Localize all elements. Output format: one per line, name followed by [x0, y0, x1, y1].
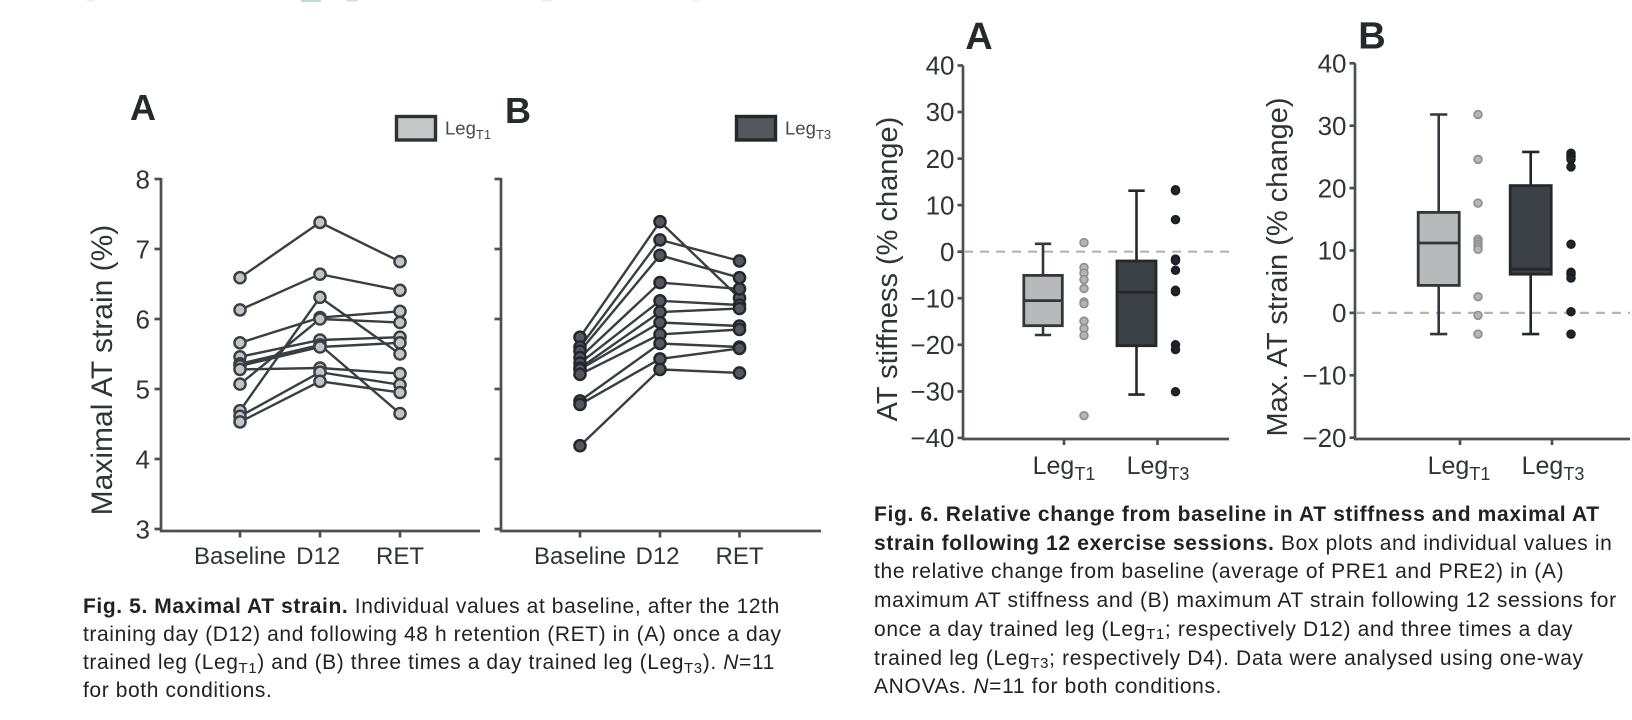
svg-text:20: 20 — [1318, 173, 1347, 203]
svg-text:AT stiffness (% change): AT stiffness (% change) — [872, 117, 904, 422]
svg-text:−20: −20 — [1302, 423, 1346, 453]
svg-text:0: 0 — [940, 237, 954, 267]
svg-text:−30: −30 — [910, 377, 954, 407]
svg-text:LegT1: LegT1 — [445, 118, 491, 143]
svg-text:10: 10 — [926, 190, 955, 220]
svg-text:D12: D12 — [635, 543, 679, 570]
svg-text:A: A — [965, 16, 992, 58]
svg-text:40: 40 — [1318, 49, 1347, 79]
svg-text:10: 10 — [1318, 236, 1347, 266]
svg-text:20: 20 — [926, 144, 955, 174]
svg-text:B: B — [505, 90, 531, 131]
svg-text:B: B — [1358, 16, 1385, 58]
svg-text:LegT3: LegT3 — [1127, 452, 1190, 484]
svg-text:RET: RET — [716, 543, 764, 570]
svg-text:4: 4 — [136, 444, 150, 474]
svg-text:5: 5 — [136, 374, 150, 404]
svg-text:LegT3: LegT3 — [785, 118, 831, 143]
svg-text:−20: −20 — [910, 330, 954, 360]
svg-text:LegT1: LegT1 — [1428, 452, 1491, 484]
svg-text:Max. AT strain (% change): Max. AT strain (% change) — [1262, 97, 1294, 436]
svg-text:−40: −40 — [910, 423, 954, 453]
svg-text:40: 40 — [926, 51, 955, 81]
svg-text:Baseline: Baseline — [194, 543, 286, 570]
svg-text:7: 7 — [136, 234, 150, 264]
svg-text:−10: −10 — [910, 283, 954, 313]
svg-text:8: 8 — [136, 164, 150, 194]
svg-text:Maximal AT strain (%): Maximal AT strain (%) — [86, 225, 119, 516]
svg-text:−10: −10 — [1302, 361, 1346, 391]
svg-text:A: A — [130, 87, 156, 128]
svg-text:LegT3: LegT3 — [1522, 452, 1585, 484]
svg-text:Baseline: Baseline — [534, 543, 626, 570]
svg-text:30: 30 — [1318, 111, 1347, 141]
svg-text:0: 0 — [1332, 298, 1346, 328]
svg-text:6: 6 — [136, 304, 150, 334]
svg-text:30: 30 — [926, 97, 955, 127]
svg-text:3: 3 — [136, 514, 150, 544]
svg-text:LegT1: LegT1 — [1033, 452, 1096, 484]
svg-text:D12: D12 — [296, 543, 340, 570]
svg-text:RET: RET — [376, 543, 424, 570]
